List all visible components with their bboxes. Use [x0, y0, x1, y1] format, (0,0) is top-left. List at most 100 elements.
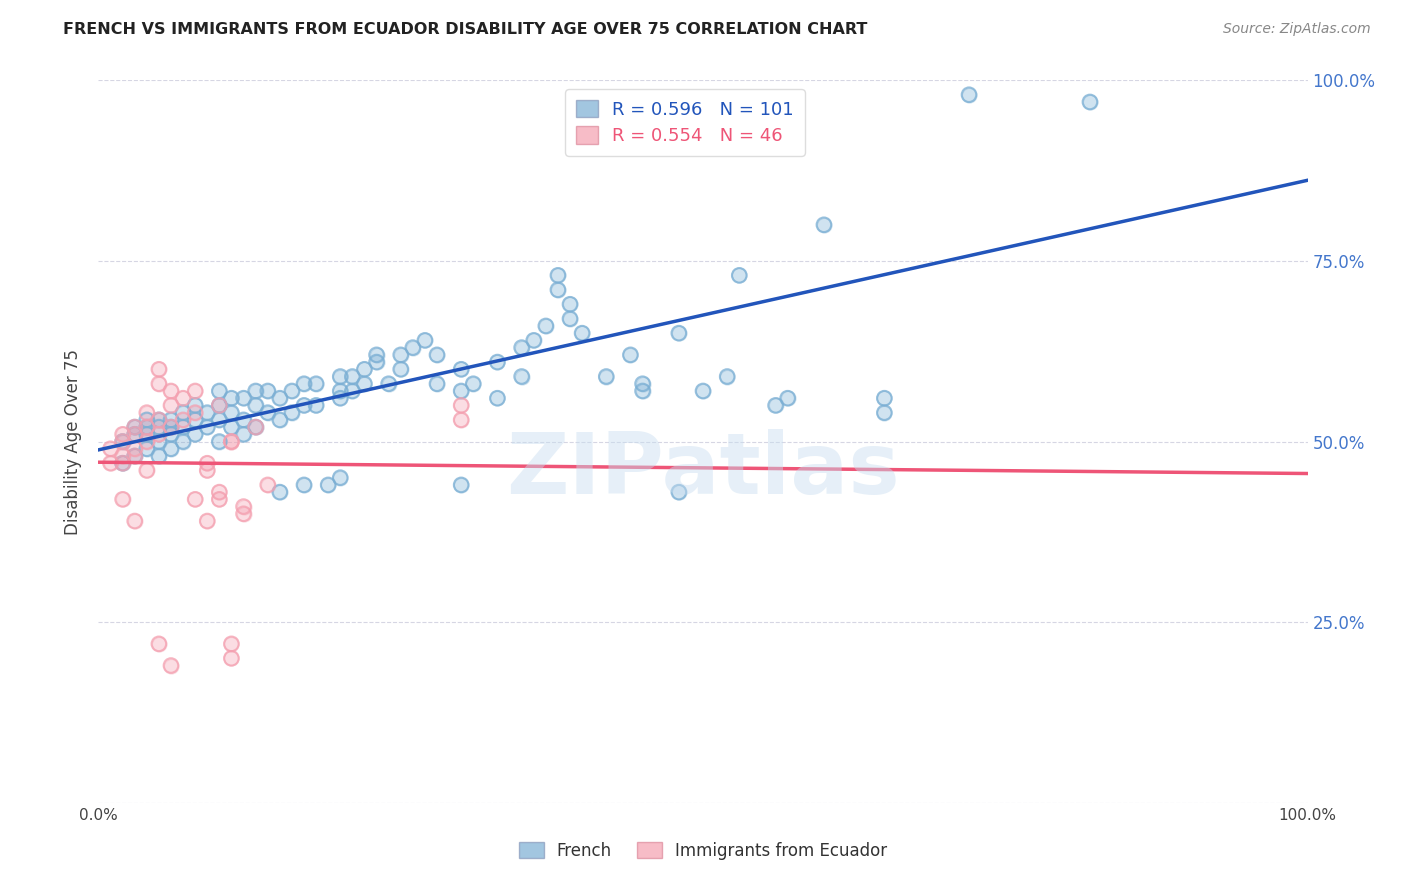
- Point: [245, 420, 267, 434]
- Point: [463, 376, 485, 391]
- Point: [668, 326, 690, 340]
- Point: [221, 391, 243, 405]
- Point: [148, 413, 170, 427]
- Point: [292, 376, 315, 391]
- Point: [873, 391, 896, 405]
- Point: [111, 434, 134, 449]
- Point: [184, 427, 207, 442]
- Point: [413, 334, 436, 348]
- Point: [124, 420, 146, 434]
- Point: [100, 456, 122, 470]
- Point: [160, 442, 183, 456]
- Point: [124, 449, 146, 463]
- Point: [124, 427, 146, 442]
- Point: [668, 485, 690, 500]
- Point: [195, 456, 218, 470]
- Point: [172, 420, 194, 434]
- Point: [450, 398, 472, 412]
- Point: [208, 492, 231, 507]
- Point: [232, 391, 254, 405]
- Point: [523, 334, 546, 348]
- Point: [329, 470, 352, 484]
- Point: [292, 478, 315, 492]
- Point: [160, 413, 183, 427]
- Point: [450, 478, 472, 492]
- Point: [184, 427, 207, 442]
- Point: [389, 362, 412, 376]
- Point: [148, 413, 170, 427]
- Point: [148, 376, 170, 391]
- Point: [221, 420, 243, 434]
- Point: [305, 376, 328, 391]
- Point: [342, 369, 364, 384]
- Point: [716, 369, 738, 384]
- Point: [100, 442, 122, 456]
- Point: [148, 434, 170, 449]
- Point: [221, 434, 243, 449]
- Point: [450, 362, 472, 376]
- Point: [124, 449, 146, 463]
- Point: [124, 420, 146, 434]
- Point: [111, 434, 134, 449]
- Point: [292, 376, 315, 391]
- Point: [510, 369, 533, 384]
- Point: [619, 348, 641, 362]
- Point: [160, 384, 183, 398]
- Point: [292, 398, 315, 412]
- Point: [281, 406, 304, 420]
- Point: [135, 420, 157, 434]
- Point: [124, 449, 146, 463]
- Point: [776, 391, 799, 405]
- Point: [353, 362, 375, 376]
- Point: [160, 420, 183, 434]
- Point: [184, 492, 207, 507]
- Point: [135, 427, 157, 442]
- Point: [873, 406, 896, 420]
- Point: [135, 420, 157, 434]
- Point: [232, 413, 254, 427]
- Point: [208, 398, 231, 412]
- Point: [148, 427, 170, 442]
- Point: [195, 420, 218, 434]
- Point: [269, 413, 291, 427]
- Point: [245, 398, 267, 412]
- Point: [184, 398, 207, 412]
- Point: [208, 398, 231, 412]
- Point: [135, 420, 157, 434]
- Point: [208, 485, 231, 500]
- Point: [1078, 95, 1101, 109]
- Point: [195, 463, 218, 477]
- Point: [426, 348, 449, 362]
- Point: [160, 420, 183, 434]
- Point: [366, 355, 388, 369]
- Text: ZIPatlas: ZIPatlas: [506, 429, 900, 512]
- Point: [486, 355, 509, 369]
- Point: [208, 398, 231, 412]
- Point: [160, 427, 183, 442]
- Point: [366, 348, 388, 362]
- Point: [728, 268, 751, 283]
- Point: [184, 413, 207, 427]
- Point: [135, 442, 157, 456]
- Point: [135, 406, 157, 420]
- Point: [221, 434, 243, 449]
- Point: [668, 326, 690, 340]
- Point: [208, 485, 231, 500]
- Point: [534, 318, 557, 333]
- Point: [426, 376, 449, 391]
- Point: [402, 341, 425, 355]
- Point: [389, 348, 412, 362]
- Point: [595, 369, 617, 384]
- Point: [221, 651, 243, 665]
- Point: [195, 514, 218, 528]
- Point: [353, 376, 375, 391]
- Point: [208, 413, 231, 427]
- Point: [111, 456, 134, 470]
- Point: [160, 398, 183, 412]
- Point: [402, 341, 425, 355]
- Point: [135, 442, 157, 456]
- Point: [124, 442, 146, 456]
- Point: [124, 427, 146, 442]
- Point: [111, 492, 134, 507]
- Point: [160, 413, 183, 427]
